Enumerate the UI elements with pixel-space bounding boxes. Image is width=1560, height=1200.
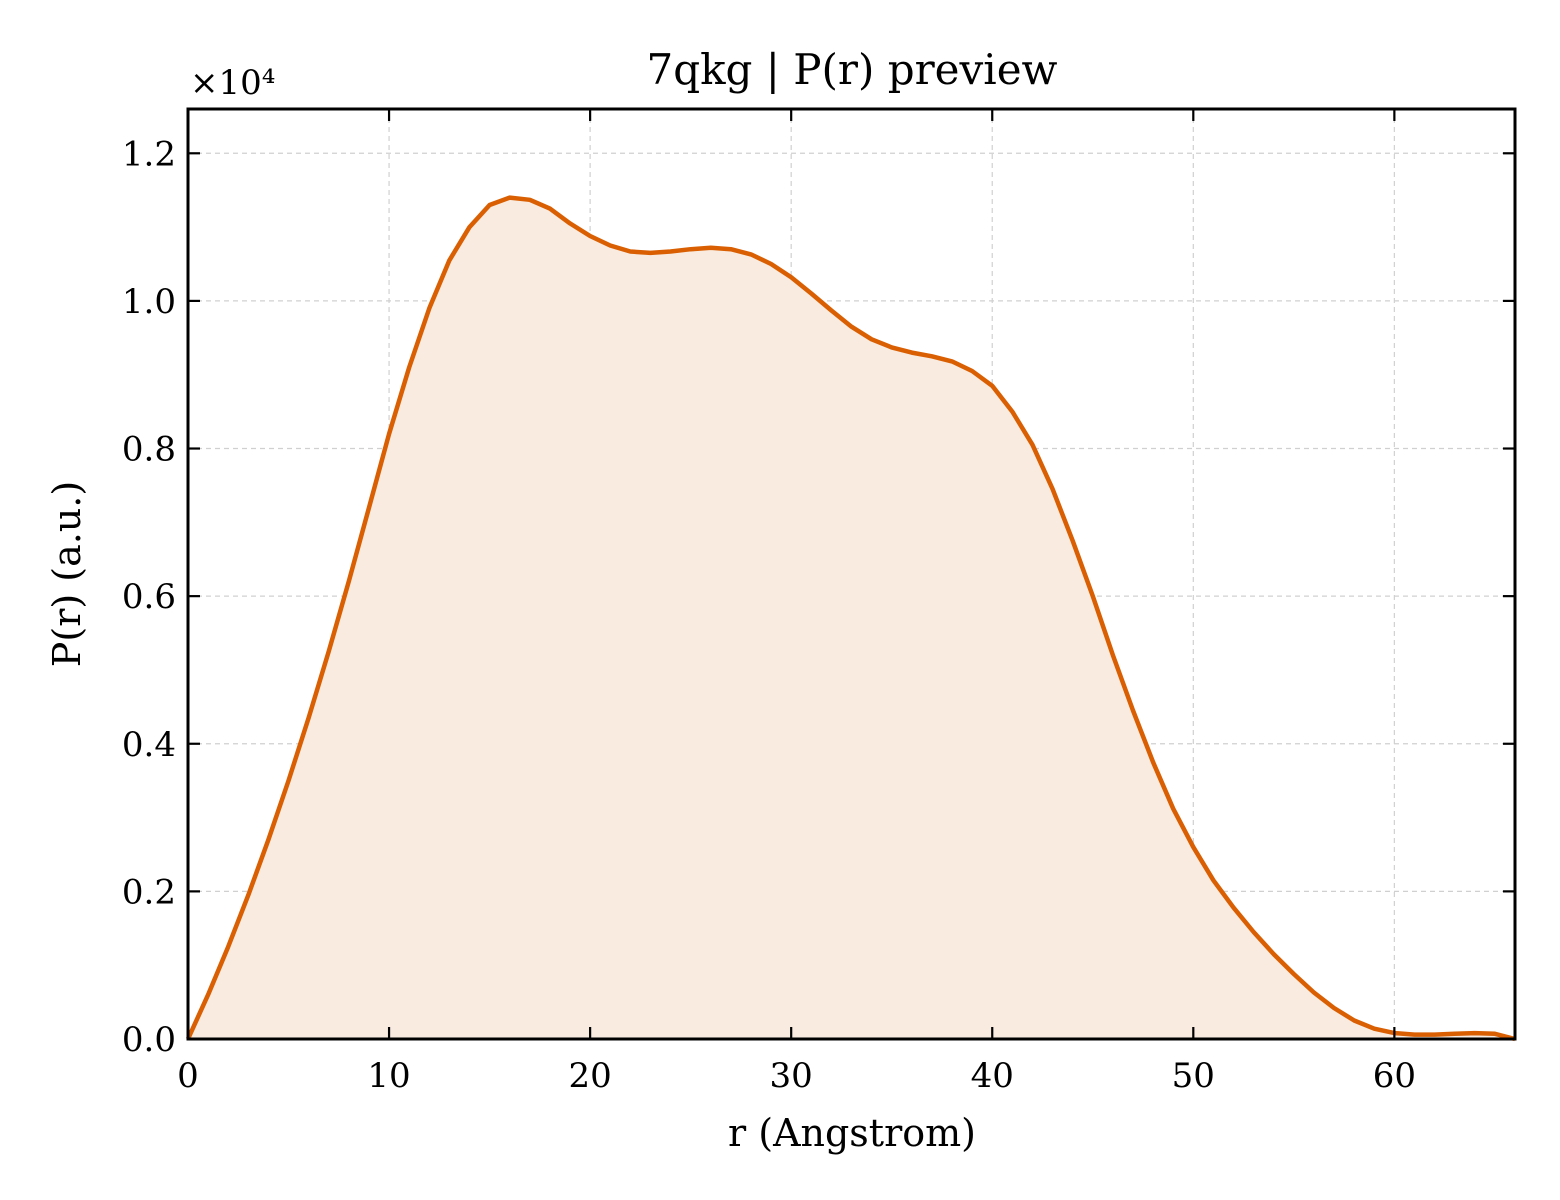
x-tick-label: 40	[971, 1056, 1014, 1096]
plot-frame	[186, 107, 1517, 1041]
pr-curve-line	[185, 195, 1516, 1042]
chart-title: 7qkg | P(r) preview	[646, 45, 1057, 94]
y-tick-label: 0.2	[122, 872, 176, 912]
y-tick-label: 1.2	[122, 134, 176, 174]
x-tick-label: 10	[367, 1056, 410, 1096]
x-tick-label: 30	[770, 1056, 813, 1096]
x-tick-label: 60	[1373, 1056, 1416, 1096]
x-tick-label: 50	[1172, 1056, 1215, 1096]
x-axis-title: r (Angstrom)	[728, 1111, 976, 1155]
y-tick-label: 0.8	[122, 430, 176, 470]
y-scale-label: ×10⁴	[190, 63, 275, 103]
y-tick-label: 0.6	[122, 577, 176, 617]
y-axis-title: P(r) (a.u.)	[45, 481, 89, 667]
axis-ticks: 0 10 20 30 40 50 60 0.0 0.2 0.4 0.6 0.8 1.0 1.2	[122, 109, 1515, 1096]
y-tick-label: 0.0	[122, 1020, 176, 1060]
y-tick-label: 0.4	[122, 725, 176, 765]
pr-area-fill	[188, 197, 1515, 1040]
x-tick-label: 20	[568, 1056, 611, 1096]
x-tick-label: 0	[177, 1056, 199, 1096]
y-tick-label: 1.0	[122, 282, 176, 322]
